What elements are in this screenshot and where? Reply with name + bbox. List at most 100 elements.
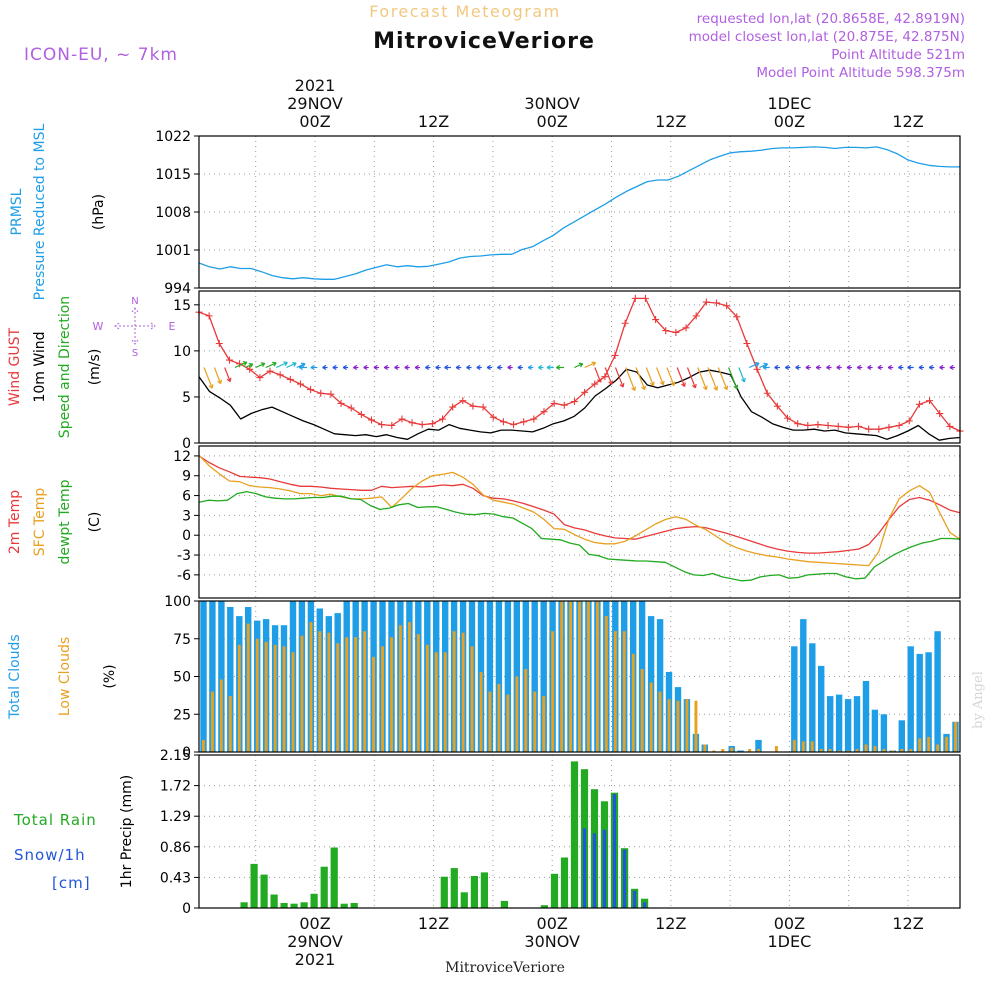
bar-low-clouds: [658, 691, 662, 752]
wind-arrow: [635, 367, 646, 390]
wind-arrow-head: [785, 364, 790, 371]
gust-marker: [905, 417, 913, 425]
wind-arrow: [645, 367, 654, 386]
bar-total: [260, 874, 268, 908]
bar-low-clouds: [578, 601, 581, 752]
wind-arrow-head: [242, 361, 248, 366]
gust-marker: [814, 421, 822, 429]
footer-location: MitroviceVeriore: [445, 960, 565, 976]
bar-low-clouds: [399, 625, 402, 752]
wind-arrow-head: [631, 386, 637, 391]
y-tick-label: 3: [182, 508, 191, 524]
bar-low-clouds: [712, 750, 716, 752]
bar-low-clouds: [828, 749, 832, 752]
wind-arrow-head: [887, 364, 892, 371]
y-tick-label: 994: [164, 281, 191, 297]
panel-0: 994 1001 1008 1015 1022 PRMSL Pressure Reduced…: [9, 123, 961, 300]
bar-low-clouds: [721, 749, 725, 752]
time-label-bottom: 00Z: [299, 914, 330, 933]
wind-arrow-head: [591, 361, 597, 367]
bar-low-clouds: [748, 749, 752, 752]
bar-total-clouds: [200, 601, 207, 752]
wind-arrow-head: [619, 383, 625, 388]
bar-total: [250, 863, 258, 908]
precip-legend-item: Total Rain: [13, 811, 97, 829]
series-prmsl: [198, 146, 960, 280]
bar-total-clouds: [907, 646, 914, 752]
bar-low-clouds: [810, 741, 814, 752]
precip-legend-item: [cm]: [52, 874, 91, 892]
y-tick-label: 0: [182, 745, 191, 761]
wind-arrow: [213, 367, 222, 384]
bar-total-clouds: [540, 601, 547, 752]
bar-total-clouds: [504, 601, 512, 752]
wind-arrow: [614, 367, 624, 388]
compass-s: S: [132, 348, 138, 359]
bar-low-clouds: [801, 741, 805, 752]
bar-low-clouds: [667, 699, 671, 752]
y-tick-label: 0: [182, 436, 191, 452]
bar-low-clouds: [273, 644, 277, 752]
wind-arrow-head: [342, 364, 347, 371]
wind-arrow-head: [641, 385, 646, 391]
series-sfc-temp: [198, 454, 961, 567]
bar-total-clouds: [925, 652, 932, 752]
gust-marker: [428, 420, 436, 428]
bar-total-clouds: [916, 653, 923, 752]
bar-total: [500, 900, 508, 908]
time-label-bottom: 12Z: [418, 914, 449, 933]
gust-marker: [378, 421, 386, 429]
wind-arrow-head: [538, 364, 543, 371]
wind-arrow-head: [208, 384, 214, 389]
y-tick-label: 1008: [155, 205, 191, 221]
wind-arrow-head: [322, 364, 327, 371]
series-wind-gust: [198, 297, 961, 432]
bar-low-clouds: [255, 638, 259, 753]
gust-marker: [682, 324, 690, 332]
bar-low-clouds: [694, 700, 698, 752]
gust-marker: [246, 365, 254, 373]
wind-arrow-head: [702, 385, 708, 391]
y-tick-label: 2.15: [160, 748, 191, 764]
series-10m-wind: [198, 368, 961, 441]
model-altitude: Model Point Altitude 598.375m: [756, 65, 965, 81]
wind-arrow-head: [597, 378, 602, 383]
bar-total-clouds: [656, 619, 664, 752]
precip-legend-item: Snow/1h: [14, 846, 86, 864]
bar-total: [240, 902, 248, 908]
y-axis-label: 2m Temp: [7, 490, 23, 554]
wind-arrow-head: [659, 380, 665, 386]
gust-marker: [418, 421, 426, 429]
bar-low-clouds: [542, 696, 546, 752]
bar-low-clouds: [846, 750, 850, 752]
gust-marker: [388, 421, 396, 429]
gust-marker: [408, 419, 416, 427]
wind-arrow: [224, 367, 231, 382]
panel-4: 0 0.43 0.86 1.29 1.72 2.15 1hr Precip (mm) Tota…: [13, 748, 961, 917]
gust-marker: [662, 327, 670, 335]
bar-total-clouds: [791, 646, 798, 752]
y-axis-label: Total Clouds: [7, 634, 23, 719]
gust-marker: [499, 418, 507, 426]
y-tick-label: 75: [173, 632, 191, 648]
panel-frame: [198, 754, 961, 909]
gust-marker: [794, 420, 802, 428]
gust-marker: [469, 402, 477, 410]
y-tick-label: 25: [173, 707, 191, 723]
bar-low-clouds: [873, 746, 877, 752]
gust-marker: [936, 410, 944, 418]
time-label-top: 00Z: [299, 112, 330, 131]
wind-arrow: [728, 367, 738, 390]
bar-total: [440, 876, 448, 908]
compass-e: E: [169, 320, 176, 333]
wind-arrow-head: [918, 364, 923, 371]
wind-arrow: [759, 363, 768, 369]
bar-low-clouds: [470, 646, 474, 752]
bar-low-clouds: [730, 747, 734, 752]
bar-low-clouds: [649, 682, 653, 752]
wind-arrow: [296, 363, 306, 369]
y-tick-label: 1015: [155, 167, 191, 183]
gust-marker: [844, 423, 852, 431]
bar-snow-1h: [582, 828, 587, 908]
bar-low-clouds: [927, 736, 931, 752]
